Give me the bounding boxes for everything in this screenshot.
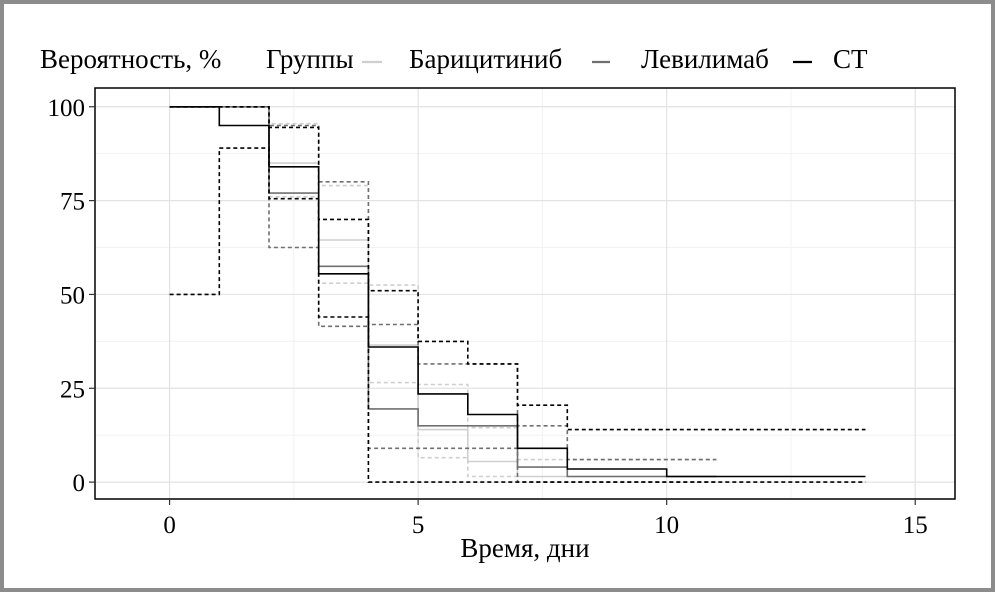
y-tick-label: 0	[73, 470, 86, 497]
chart-frame: Вероятность, % Группы Барицитиниб Левилим…	[4, 4, 991, 588]
series-3	[169, 106, 866, 483]
x-tick-label: 10	[654, 512, 679, 539]
y-tick-label: 75	[60, 189, 85, 216]
y-tick-label: 50	[60, 282, 85, 309]
x-tick-label: 5	[412, 512, 425, 539]
legend-label-2: Левилимаб	[641, 44, 769, 74]
series-2-ci-upper	[169, 106, 717, 461]
legend-title: Группы	[266, 44, 354, 74]
plot-panel	[95, 88, 955, 499]
plot-border	[94, 87, 956, 500]
x-axis-title: Время, дни	[460, 533, 589, 563]
legend-label-1: Барицитиниб	[409, 44, 562, 74]
series-layer	[169, 106, 866, 483]
survival-chart: Вероятность, % Группы Барицитиниб Левилим…	[40, 44, 956, 563]
series-3-survival-line	[169, 106, 866, 478]
x-tick-label: 15	[903, 512, 928, 539]
series-3-ci-upper	[169, 106, 866, 431]
series-2-survival-line	[169, 106, 717, 478]
legend: Барицитиниб Левилимаб СТ	[362, 44, 868, 74]
axis-ticks: 0 5 10 15 0 25 50 75 100	[48, 95, 928, 539]
x-tick-label: 0	[163, 512, 176, 539]
y-axis-title: Вероятность, %	[40, 44, 221, 74]
chart-header: Вероятность, % Группы Барицитиниб Левилим…	[40, 44, 868, 74]
y-tick-label: 25	[60, 376, 85, 403]
y-tick-label: 100	[48, 95, 86, 122]
legend-label-3: СТ	[833, 44, 868, 74]
